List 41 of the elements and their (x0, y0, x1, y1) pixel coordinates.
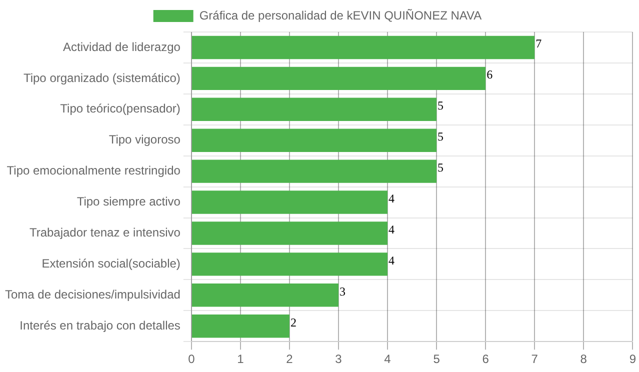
bar (192, 284, 339, 307)
bar (192, 190, 388, 214)
y-tick-label: Tipo emocionalmente restringido (6, 164, 181, 178)
data-label: 4 (388, 222, 395, 236)
data-label: 7 (536, 36, 542, 51)
y-tick-label: Trabajador tenaz e intensivo (29, 226, 181, 240)
data-label: 4 (388, 253, 395, 268)
data-label: 5 (438, 130, 444, 144)
data-label: 3 (340, 284, 346, 298)
data-label: 5 (438, 160, 444, 174)
data-label: 6 (486, 68, 493, 82)
data-label: 5 (438, 98, 444, 113)
y-tick-label: Toma de decisiones/impulsividad (4, 287, 180, 302)
x-tick-label: 3 (335, 352, 342, 366)
data-label: 2 (290, 315, 296, 330)
x-tick-label: 0 (188, 352, 196, 366)
legend-label: Gráfica de personalidad de kEVIN QUIÑONEZ NAVA (199, 8, 482, 22)
x-tick-label: 2 (286, 352, 294, 366)
bar (192, 36, 535, 60)
y-tick-label: Tipo organizado (sistemático) (23, 70, 180, 85)
x-tick-label: 4 (384, 352, 392, 366)
x-tick-label: 9 (629, 352, 636, 366)
bar (192, 66, 486, 90)
bar (192, 98, 437, 122)
y-tick-label: Tipo teórico(pensador) (60, 102, 180, 116)
x-tick-label: 8 (580, 352, 588, 366)
x-tick-label: 5 (433, 352, 440, 366)
x-tick-label: 6 (482, 352, 490, 366)
bar (192, 314, 290, 338)
y-tick-label: Actividad de liderazgo (63, 40, 181, 54)
bar (192, 222, 388, 245)
x-tick-label: 1 (237, 352, 244, 366)
y-tick-label: Tipo siempre activo (76, 194, 181, 209)
y-tick-label: Interés en trabajo con detalles (20, 318, 180, 332)
data-label: 4 (388, 191, 395, 206)
bar (192, 128, 437, 152)
bar (192, 160, 437, 183)
bar (192, 252, 388, 276)
y-tick-label: Extensión social(sociable) (42, 256, 180, 271)
x-tick-label: 7 (531, 352, 538, 366)
y-tick-label: Tipo vigoroso (108, 132, 181, 147)
